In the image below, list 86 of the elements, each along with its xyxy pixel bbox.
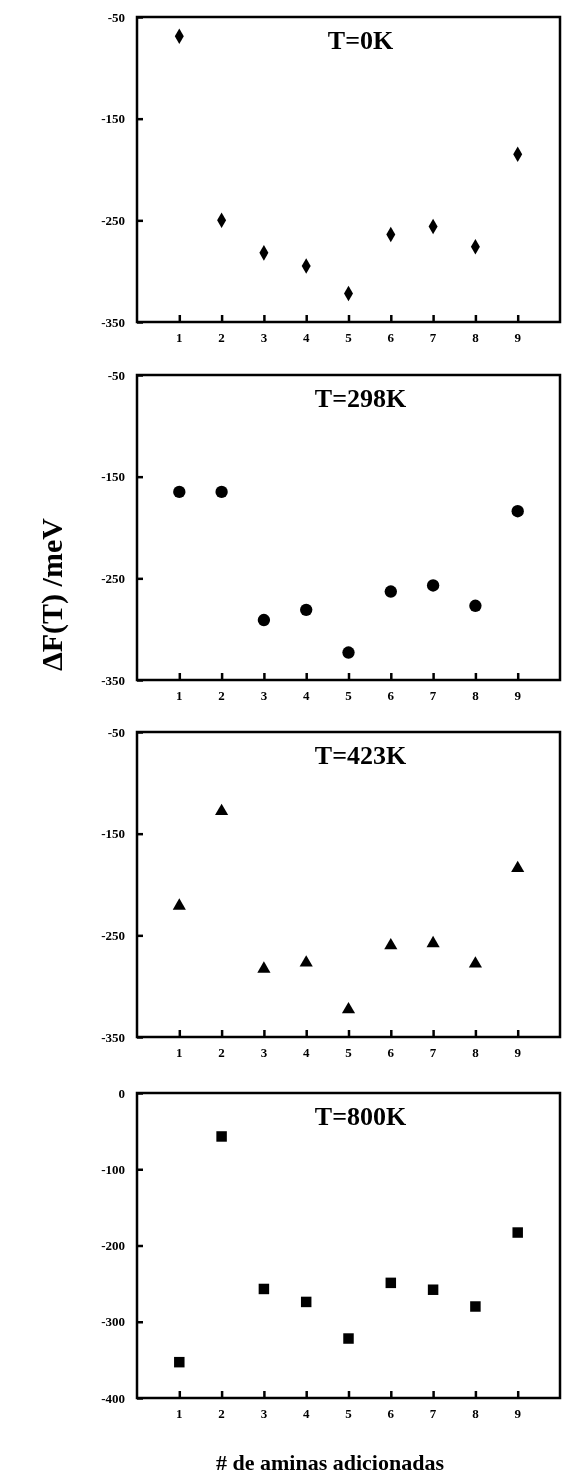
- point: [215, 485, 228, 499]
- point: [384, 585, 397, 598]
- x-tick-label: 6: [387, 1045, 395, 1060]
- x-tick-label: 9: [514, 330, 522, 345]
- x-tick-label: 1: [176, 1406, 183, 1421]
- y-tick-label: -350: [101, 672, 125, 688]
- point: [174, 1356, 185, 1368]
- x-tick-label: 7: [429, 688, 437, 703]
- y-tick-label: -350: [101, 314, 125, 330]
- point: [215, 803, 229, 816]
- x-tick-label: 9: [514, 1406, 522, 1421]
- point: [257, 961, 271, 973]
- x-tick-label: 8: [472, 330, 480, 345]
- point: [341, 1001, 356, 1014]
- point: [468, 956, 482, 968]
- x-tick-label: 7: [429, 1406, 437, 1421]
- x-tick-label: 1: [176, 330, 183, 345]
- y-tick-label: -50: [107, 367, 125, 383]
- x-tick-label: 8: [472, 1045, 480, 1060]
- x-tick-label: 9: [514, 688, 522, 703]
- y-tick-label: -150: [101, 111, 125, 127]
- y-axis-title: ΔF(T) /meV: [35, 517, 69, 672]
- y-tick-label: -150: [101, 826, 125, 842]
- x-tick-label: 7: [429, 330, 437, 345]
- x-tick-label: 2: [218, 1406, 225, 1421]
- x-tick-label: 6: [387, 1406, 395, 1421]
- point: [512, 1227, 523, 1238]
- point: [300, 603, 313, 617]
- y-tick-label: -300: [101, 1314, 125, 1330]
- chart-title: T=0K: [327, 26, 394, 55]
- point: [342, 646, 355, 659]
- x-tick-label: 1: [176, 688, 183, 703]
- x-tick-label: 2: [218, 1045, 225, 1060]
- x-tick-label: 8: [472, 1406, 480, 1421]
- y-tick-label: -400: [101, 1390, 125, 1406]
- y-tick-label: -100: [101, 1161, 125, 1177]
- x-tick-label: 7: [429, 1045, 437, 1060]
- y-tick-label: 0: [118, 1085, 125, 1101]
- point: [343, 1333, 354, 1344]
- y-tick-label: -250: [101, 927, 125, 943]
- x-tick-label: 4: [302, 330, 310, 345]
- y-tick-label: -150: [101, 469, 125, 485]
- y-tick-label: -50: [107, 9, 125, 25]
- x-tick-label: 6: [387, 330, 395, 345]
- x-tick-label: 5: [345, 688, 353, 703]
- point: [511, 505, 524, 518]
- point: [426, 579, 440, 592]
- x-tick-label: 3: [260, 1406, 268, 1421]
- chart-title: T=423K: [314, 741, 407, 770]
- point: [299, 955, 313, 967]
- point: [426, 935, 440, 948]
- point: [257, 613, 271, 627]
- x-tick-label: 4: [302, 688, 310, 703]
- x-tick-label: 3: [260, 1045, 268, 1060]
- point: [216, 1131, 227, 1142]
- x-tick-label: 4: [302, 1045, 310, 1060]
- x-tick-label: 5: [345, 1406, 353, 1421]
- point: [427, 1284, 439, 1295]
- y-tick-label: -250: [101, 212, 125, 228]
- y-tick-label: -250: [101, 570, 125, 586]
- y-tick-label: -350: [101, 1029, 125, 1045]
- x-tick-label: 3: [260, 330, 268, 345]
- point: [172, 898, 186, 910]
- x-tick-label: 6: [387, 688, 395, 703]
- point: [511, 860, 525, 873]
- chart-title: T=800K: [314, 1102, 407, 1131]
- x-tick-label: 1: [176, 1045, 183, 1060]
- x-tick-label: 2: [218, 688, 225, 703]
- point: [300, 1296, 312, 1308]
- point: [470, 1301, 481, 1312]
- x-tick-label: 2: [218, 330, 225, 345]
- point: [384, 937, 398, 950]
- point: [173, 485, 186, 499]
- point: [469, 599, 482, 612]
- x-tick-label: 5: [345, 330, 353, 345]
- x-tick-label: 8: [472, 688, 480, 703]
- point: [385, 1277, 397, 1289]
- chart-title: T=298K: [314, 384, 407, 413]
- x-tick-label: 9: [514, 1045, 522, 1060]
- y-tick-label: -50: [107, 724, 125, 740]
- x-axis-title: # de aminas adicionadas: [216, 1450, 445, 1475]
- point: [258, 1283, 270, 1295]
- y-tick-label: -200: [101, 1238, 125, 1254]
- x-tick-label: 3: [260, 688, 268, 703]
- x-tick-label: 5: [345, 1045, 353, 1060]
- x-tick-label: 4: [302, 1406, 310, 1421]
